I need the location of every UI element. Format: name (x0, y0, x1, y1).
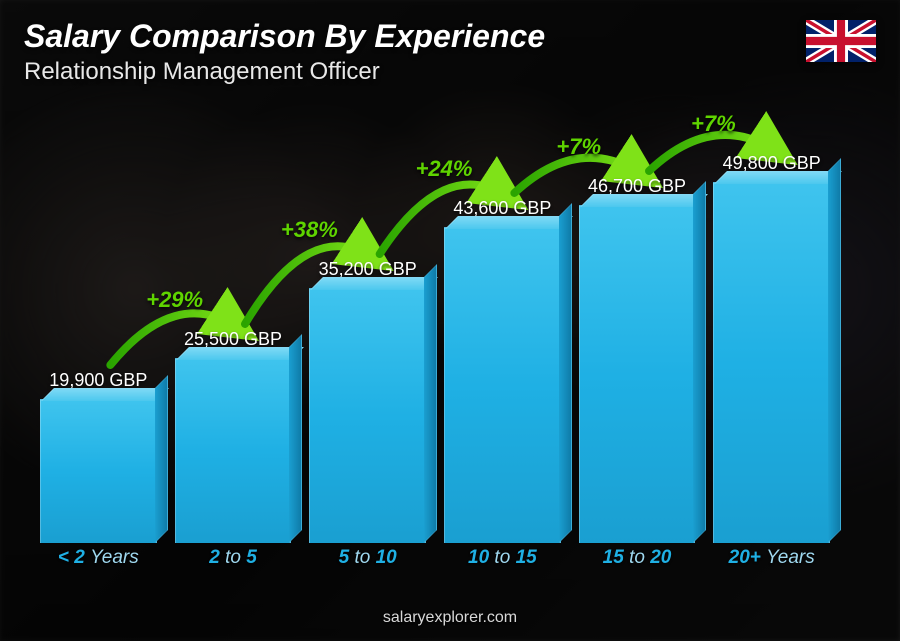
x-axis-label: 10 to 15 (444, 547, 561, 571)
increase-pct-label: +7% (691, 111, 736, 137)
x-axis-label: 15 to 20 (579, 547, 696, 571)
footer-attribution: salaryexplorer.com (0, 609, 900, 627)
x-axis-label: 5 to 10 (309, 547, 426, 571)
bar-slot: 43,600 GBP (444, 198, 561, 543)
bar (579, 205, 696, 543)
infographic-container: Salary Comparison By Experience Relation… (0, 0, 900, 641)
x-axis-labels: < 2 Years 2 to 5 5 to 10 10 to 15 15 to 20 20… (30, 547, 840, 571)
increase-pct-label: +7% (556, 134, 601, 160)
bar-slot: 25,500 GBP (175, 329, 292, 543)
increase-pct-label: +24% (416, 156, 473, 182)
bar-slot: 49,800 GBP (713, 153, 830, 543)
x-axis-label: 2 to 5 (175, 547, 292, 571)
increase-pct-label: +29% (146, 287, 203, 313)
bar (40, 399, 157, 543)
bar-slot: 46,700 GBP (579, 176, 696, 543)
bar (713, 182, 830, 543)
bar-slot: 35,200 GBP (309, 259, 426, 543)
x-axis-label: < 2 Years (40, 547, 157, 571)
bar (175, 358, 292, 543)
page-subtitle: Relationship Management Officer (24, 58, 380, 86)
chart-area: 19,900 GBP25,500 GBP35,200 GBP43,600 GBP… (30, 100, 840, 571)
bar-slot: 19,900 GBP (40, 370, 157, 543)
bar (444, 227, 561, 543)
x-axis-label: 20+ Years (713, 547, 830, 571)
page-title: Salary Comparison By Experience (24, 18, 545, 55)
increase-pct-label: +38% (281, 217, 338, 243)
uk-flag-icon (806, 20, 876, 62)
bar (309, 288, 426, 543)
